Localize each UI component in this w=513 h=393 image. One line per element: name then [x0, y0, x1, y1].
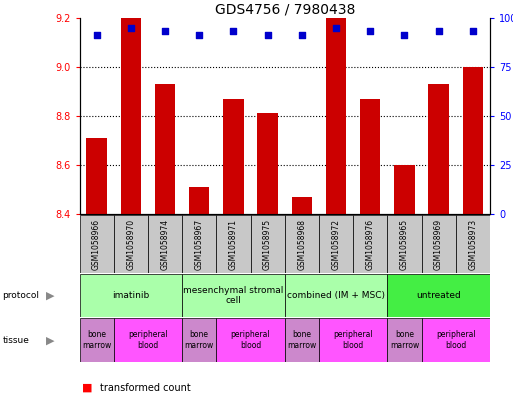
Bar — [80, 274, 182, 317]
Text: peripheral
blood: peripheral blood — [231, 331, 270, 350]
Text: bone
marrow: bone marrow — [185, 331, 214, 350]
Text: GSM1058971: GSM1058971 — [229, 219, 238, 270]
Text: GSM1058972: GSM1058972 — [331, 219, 341, 270]
Text: combined (IM + MSC): combined (IM + MSC) — [287, 291, 385, 300]
Bar — [258, 114, 278, 214]
Bar — [428, 84, 449, 214]
Bar — [394, 165, 415, 214]
Bar — [114, 215, 148, 273]
Bar — [456, 215, 490, 273]
Point — [264, 32, 272, 39]
Text: mesenchymal stromal
cell: mesenchymal stromal cell — [183, 286, 284, 305]
Text: peripheral
blood: peripheral blood — [128, 331, 168, 350]
Title: GDS4756 / 7980438: GDS4756 / 7980438 — [214, 2, 355, 17]
Bar — [360, 99, 381, 214]
Text: GSM1058967: GSM1058967 — [195, 219, 204, 270]
Point — [469, 28, 477, 35]
Bar — [353, 215, 387, 273]
Text: GSM1058976: GSM1058976 — [366, 219, 374, 270]
Text: peripheral
blood: peripheral blood — [436, 331, 476, 350]
Bar — [463, 67, 483, 214]
Bar — [121, 18, 141, 214]
Text: GSM1058968: GSM1058968 — [298, 219, 306, 270]
Bar — [182, 274, 285, 317]
Bar — [86, 138, 107, 214]
Text: GSM1058965: GSM1058965 — [400, 219, 409, 270]
Point — [366, 28, 374, 35]
Point — [435, 28, 443, 35]
Text: transformed count: transformed count — [100, 383, 191, 393]
Bar — [189, 187, 209, 214]
Point — [127, 24, 135, 31]
Bar — [80, 215, 114, 273]
Text: imatinib: imatinib — [112, 291, 149, 300]
Text: GSM1058970: GSM1058970 — [126, 219, 135, 270]
Bar — [319, 318, 387, 362]
Text: tissue: tissue — [3, 336, 29, 345]
Text: GSM1058969: GSM1058969 — [434, 219, 443, 270]
Point — [161, 28, 169, 35]
Text: untreated: untreated — [416, 291, 461, 300]
Text: peripheral
blood: peripheral blood — [333, 331, 373, 350]
Bar — [285, 215, 319, 273]
Text: bone
marrow: bone marrow — [287, 331, 317, 350]
Bar — [114, 318, 182, 362]
Bar — [291, 197, 312, 214]
Bar — [148, 215, 182, 273]
Bar — [223, 99, 244, 214]
Bar — [326, 18, 346, 214]
Point — [298, 32, 306, 39]
Bar — [387, 274, 490, 317]
Bar — [387, 318, 422, 362]
Bar — [80, 318, 114, 362]
Bar — [422, 318, 490, 362]
Bar — [422, 215, 456, 273]
Point — [92, 32, 101, 39]
Text: GSM1058973: GSM1058973 — [468, 219, 477, 270]
Bar — [155, 84, 175, 214]
Bar — [387, 215, 422, 273]
Text: GSM1058966: GSM1058966 — [92, 219, 101, 270]
Bar — [182, 215, 216, 273]
Bar — [250, 215, 285, 273]
Bar — [285, 274, 387, 317]
Point — [400, 32, 408, 39]
Text: ■: ■ — [82, 383, 92, 393]
Text: bone
marrow: bone marrow — [82, 331, 111, 350]
Text: bone
marrow: bone marrow — [390, 331, 419, 350]
Bar — [182, 318, 216, 362]
Text: ▶: ▶ — [46, 290, 54, 301]
Point — [195, 32, 203, 39]
Bar — [216, 215, 250, 273]
Point — [229, 28, 238, 35]
Bar — [319, 215, 353, 273]
Text: GSM1058974: GSM1058974 — [161, 219, 169, 270]
Text: GSM1058975: GSM1058975 — [263, 219, 272, 270]
Bar — [285, 318, 319, 362]
Point — [332, 24, 340, 31]
Text: ▶: ▶ — [46, 335, 54, 345]
Text: protocol: protocol — [3, 291, 40, 300]
Bar — [216, 318, 285, 362]
